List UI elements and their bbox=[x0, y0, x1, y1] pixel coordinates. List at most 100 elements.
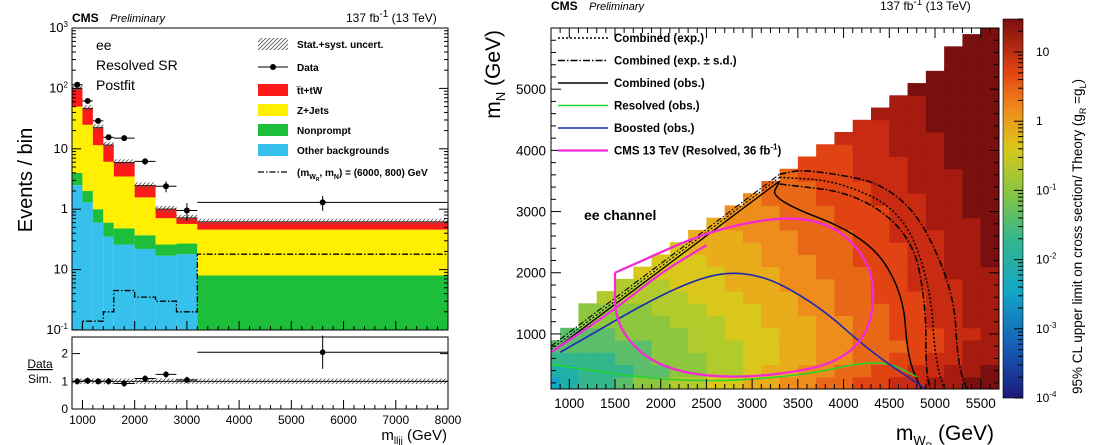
heat-x-tick-label: 2500 bbox=[691, 396, 721, 411]
contour-cms-36fb-edge bbox=[551, 244, 708, 354]
heatmap-cell bbox=[962, 376, 982, 389]
heatmap-cell bbox=[944, 132, 963, 145]
heatmap-cell bbox=[852, 229, 872, 243]
stack-bar-2-8 bbox=[197, 229, 448, 276]
stack-bar-1-7 bbox=[176, 243, 198, 255]
right-lumi-label: 137 fb-1 (13 TeV) bbox=[880, 0, 971, 13]
heatmap-cell bbox=[962, 205, 982, 219]
heatmap-cell bbox=[980, 58, 999, 72]
heatmap-cell bbox=[907, 119, 927, 133]
heatmap-cell bbox=[944, 229, 963, 243]
heatmap-cell bbox=[834, 242, 854, 255]
histogram-overlay bbox=[72, 81, 448, 221]
left-cms-label: CMS bbox=[72, 11, 99, 25]
heatmap-cell bbox=[852, 266, 872, 280]
heatmap-cell bbox=[962, 107, 982, 121]
legend-label-zjets: Z+Jets bbox=[297, 106, 329, 117]
y-tick-label: 10-1 bbox=[46, 322, 68, 337]
heatmap-cell bbox=[871, 364, 890, 378]
heatmap-cell bbox=[596, 352, 616, 366]
heatmap-cell bbox=[761, 352, 781, 366]
x-tick-label: 8000 bbox=[435, 413, 462, 427]
heatmap-cell bbox=[816, 303, 835, 317]
heatmap-cell bbox=[633, 278, 653, 292]
heatmap-cell bbox=[889, 156, 909, 170]
heat-x-tick-label: 2000 bbox=[646, 396, 676, 411]
contour-resolved-obs bbox=[551, 362, 918, 382]
stack-bar-1-0 bbox=[72, 172, 83, 186]
heatmap-cell bbox=[724, 364, 744, 378]
heatmap-cell bbox=[944, 144, 963, 157]
ratio-point-2 bbox=[95, 378, 101, 385]
data-point-2 bbox=[95, 117, 102, 124]
heatmap-cell bbox=[944, 291, 963, 304]
heatmap-x-axis-label: mWR (GeV) bbox=[896, 422, 994, 445]
heatmap-cell bbox=[907, 303, 927, 317]
heatmap-cell bbox=[779, 278, 799, 292]
heatmap-cell bbox=[578, 303, 598, 317]
heatmap-cell bbox=[761, 291, 781, 304]
stack-bar-3-8 bbox=[197, 221, 448, 230]
heatmap-cell bbox=[724, 278, 744, 292]
heatmap-cell bbox=[761, 340, 781, 353]
heatmap-cell bbox=[761, 376, 781, 389]
stack-bar-0-7 bbox=[176, 254, 198, 330]
legend-label-5: CMS 13 TeV (Resolved, 36 fb-1) bbox=[614, 143, 782, 158]
heatmap-cell bbox=[743, 229, 762, 243]
heatmap-cell bbox=[889, 352, 909, 366]
heatmap-cell bbox=[834, 291, 854, 304]
heatmap-cell bbox=[871, 193, 890, 206]
legend-label-3: Resolved (obs.) bbox=[614, 101, 700, 113]
x-tick-label: 5000 bbox=[278, 413, 305, 427]
data-point-0 bbox=[74, 81, 81, 88]
heatmap-cell bbox=[797, 315, 817, 329]
diagonal-edge-exp-sd bbox=[551, 173, 780, 347]
color-scale-bar bbox=[1002, 18, 1024, 399]
legend-swatch-nonprompt bbox=[258, 124, 288, 136]
ratio-point-7 bbox=[184, 377, 190, 383]
heatmap-cell bbox=[560, 352, 579, 366]
stack-bar-0-5 bbox=[134, 248, 156, 330]
stack-bar-0-6 bbox=[155, 255, 177, 330]
heatmap-cell bbox=[596, 327, 616, 341]
heatmap-cell bbox=[889, 168, 909, 182]
heatmap-cell bbox=[779, 254, 799, 268]
heatmap-cell bbox=[852, 352, 872, 366]
heatmap-cell bbox=[907, 95, 927, 109]
heatmap-cell bbox=[706, 242, 726, 255]
heatmap-cell bbox=[615, 352, 634, 366]
heatmap-cell bbox=[724, 340, 744, 353]
heatmap-cell bbox=[944, 70, 963, 84]
heat-xlabel-sub-w: W bbox=[913, 433, 926, 445]
heatmap-cell bbox=[889, 242, 909, 255]
channel-label: ee channel bbox=[584, 207, 656, 223]
heatmap-cell bbox=[706, 291, 726, 304]
heatmap-cell bbox=[688, 352, 707, 366]
heatmap-cell bbox=[889, 180, 909, 194]
contour-cms-36fb bbox=[613, 217, 875, 378]
heatmap-cell bbox=[962, 315, 982, 329]
legend-label-data: Data bbox=[297, 63, 319, 74]
heatmap-cell bbox=[816, 254, 835, 268]
heatmap-cell bbox=[907, 144, 927, 157]
y-tick-label: 103 bbox=[49, 20, 68, 35]
heatmap-cell bbox=[944, 180, 963, 194]
heatmap-cell bbox=[688, 242, 707, 255]
heatmap-cell bbox=[889, 278, 909, 292]
heatmap-cell bbox=[944, 46, 963, 60]
heatmap-cell bbox=[889, 376, 909, 389]
heatmap-cell bbox=[980, 107, 999, 121]
stack-bar-2-3 bbox=[103, 161, 114, 223]
stack-bar-1-1 bbox=[82, 191, 93, 203]
z-label-tail: ) bbox=[1070, 79, 1085, 84]
ratio-point-5 bbox=[142, 375, 148, 382]
heatmap-cell bbox=[852, 242, 872, 255]
heatmap-cell bbox=[944, 193, 963, 206]
heatmap-cell bbox=[651, 364, 671, 378]
x-tick-label: 4000 bbox=[226, 413, 253, 427]
heatmap-cell bbox=[633, 364, 653, 378]
signal-label-sub-n: N bbox=[334, 174, 339, 181]
heatmap-cell bbox=[944, 95, 963, 109]
heatmap-cell bbox=[889, 266, 909, 280]
heatmap-cell bbox=[889, 217, 909, 231]
